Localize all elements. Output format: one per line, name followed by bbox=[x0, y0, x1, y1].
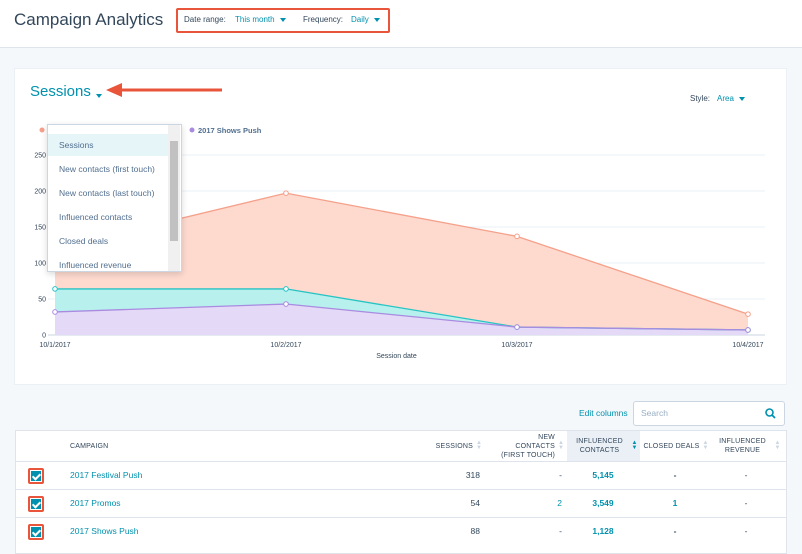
style-value: Area bbox=[717, 94, 734, 103]
y-tick-label: 200 bbox=[34, 189, 46, 196]
legend-label: 2017 Shows Push bbox=[198, 126, 262, 135]
row-checkbox[interactable] bbox=[28, 524, 44, 540]
y-tick-label: 150 bbox=[34, 225, 46, 232]
row-checkbox[interactable] bbox=[28, 496, 44, 512]
sort-icon: ▲ ▼ bbox=[558, 440, 565, 451]
dropdown-item[interactable]: Sessions bbox=[48, 134, 179, 156]
cell: - bbox=[673, 470, 677, 480]
frequency-label: Frequency: bbox=[303, 15, 344, 24]
dropdown-item[interactable]: New contacts (first touch) bbox=[59, 164, 155, 174]
sort-icon: ▲ ▼ bbox=[774, 440, 781, 451]
style-label: Style: bbox=[690, 94, 711, 103]
column-header-text: SESSIONS bbox=[435, 442, 473, 450]
row-divider bbox=[15, 517, 786, 518]
cell: 54 bbox=[470, 498, 480, 508]
legend-swatch bbox=[39, 127, 45, 133]
cell: 318 bbox=[465, 470, 480, 480]
style-select[interactable]: Area bbox=[717, 94, 745, 103]
search-placeholder: Search bbox=[641, 408, 668, 418]
cell: - bbox=[744, 498, 748, 508]
sort-icon: ▲ ▼ bbox=[476, 440, 483, 451]
x-tick-label: 10/1/2017 bbox=[39, 342, 70, 349]
frequency-select[interactable]: Daily bbox=[351, 15, 380, 24]
point bbox=[514, 324, 520, 330]
campaign-link[interactable]: 2017 Shows Push bbox=[70, 526, 139, 536]
chart-title: Sessions bbox=[30, 83, 91, 100]
point bbox=[52, 309, 58, 315]
row-divider bbox=[15, 461, 786, 462]
row-checkbox[interactable] bbox=[28, 468, 44, 484]
campaign-link[interactable]: 2017 Festival Push bbox=[70, 470, 143, 480]
page-title: Campaign Analytics bbox=[14, 10, 164, 29]
date-range-label: Date range: bbox=[184, 15, 226, 24]
point bbox=[745, 327, 751, 333]
cell: 1,128 bbox=[592, 526, 614, 536]
cell: - bbox=[559, 470, 562, 480]
y-tick-label: 100 bbox=[34, 261, 46, 268]
date-range-select[interactable]: This month bbox=[235, 15, 286, 24]
x-axis-label: Session date bbox=[376, 353, 417, 360]
area bbox=[55, 304, 748, 335]
column-header[interactable]: INFLUENCED REVENUE ▲ ▼ bbox=[712, 431, 780, 461]
table bbox=[15, 430, 787, 554]
campaign-link[interactable]: 2017 Promos bbox=[70, 498, 121, 508]
column-header-text: CAMPAIGN bbox=[70, 442, 109, 450]
point bbox=[52, 286, 58, 292]
column-header[interactable]: INFLUENCED CONTACTS ▲ ▼ bbox=[569, 431, 637, 461]
search-box[interactable]: Search bbox=[633, 401, 785, 426]
sort-icon: ▲ ▼ bbox=[631, 440, 638, 451]
dropdown-item[interactable]: Closed deals bbox=[59, 236, 109, 246]
annotation-arrow bbox=[106, 83, 222, 97]
row-divider bbox=[15, 489, 786, 490]
date-range-value: This month bbox=[235, 15, 275, 24]
column-header-text: INFLUENCED CONTACTS bbox=[576, 438, 623, 454]
point bbox=[745, 311, 751, 317]
cell: 3,549 bbox=[592, 498, 614, 508]
cell: 2 bbox=[557, 498, 562, 508]
scrollbar[interactable] bbox=[168, 125, 180, 271]
point bbox=[283, 301, 289, 307]
x-tick-label: 10/3/2017 bbox=[501, 342, 532, 349]
search-icon bbox=[765, 408, 776, 419]
sort-icon: ▲ ▼ bbox=[702, 440, 709, 451]
cell: - bbox=[559, 526, 562, 536]
header-bar bbox=[0, 0, 802, 48]
point bbox=[283, 190, 289, 196]
point bbox=[514, 233, 520, 240]
edit-columns[interactable]: Edit columns bbox=[579, 408, 628, 418]
scroll-thumb[interactable] bbox=[170, 141, 178, 241]
metric-select[interactable]: Sessions bbox=[30, 83, 102, 100]
cell: 1 bbox=[672, 498, 678, 508]
cell: 88 bbox=[470, 526, 480, 536]
dropdown-item[interactable]: Influenced revenue bbox=[59, 260, 132, 270]
x-tick-label: 10/2/2017 bbox=[270, 342, 301, 349]
column-header-text: INFLUENCED REVENUE bbox=[719, 438, 766, 454]
column-header[interactable]: CLOSED DEALS ▲ ▼ bbox=[642, 431, 708, 461]
cell: - bbox=[744, 526, 748, 536]
x-tick-label: 10/4/2017 bbox=[732, 342, 763, 349]
cell: - bbox=[673, 526, 677, 536]
y-tick-label: 0 bbox=[42, 333, 46, 340]
dropdown-item[interactable]: New contacts (last touch) bbox=[59, 188, 155, 198]
column-header[interactable]: CAMPAIGN bbox=[70, 431, 220, 461]
frequency-value: Daily bbox=[351, 15, 369, 24]
line bbox=[54, 303, 749, 331]
column-header-text: CLOSED DEALS bbox=[643, 442, 700, 450]
column-header[interactable]: SESSIONS ▲ ▼ bbox=[420, 431, 483, 461]
cell: 5,145 bbox=[592, 470, 614, 480]
column-header[interactable]: NEW CONTACTS (FIRST TOUCH) ▲ ▼ bbox=[500, 431, 565, 461]
y-tick-label: 50 bbox=[38, 297, 46, 304]
y-tick-label: 250 bbox=[34, 153, 46, 160]
column-header-text: NEW CONTACTS (FIRST TOUCH) bbox=[501, 433, 555, 459]
point bbox=[283, 286, 289, 292]
metric-dropdown: Sessions New contacts (first touch) New co… bbox=[47, 124, 182, 272]
sorted-column-bg bbox=[567, 431, 640, 461]
cell: - bbox=[744, 470, 748, 480]
dropdown-item[interactable]: Influenced contacts bbox=[59, 212, 133, 222]
legend-swatch bbox=[189, 127, 195, 133]
